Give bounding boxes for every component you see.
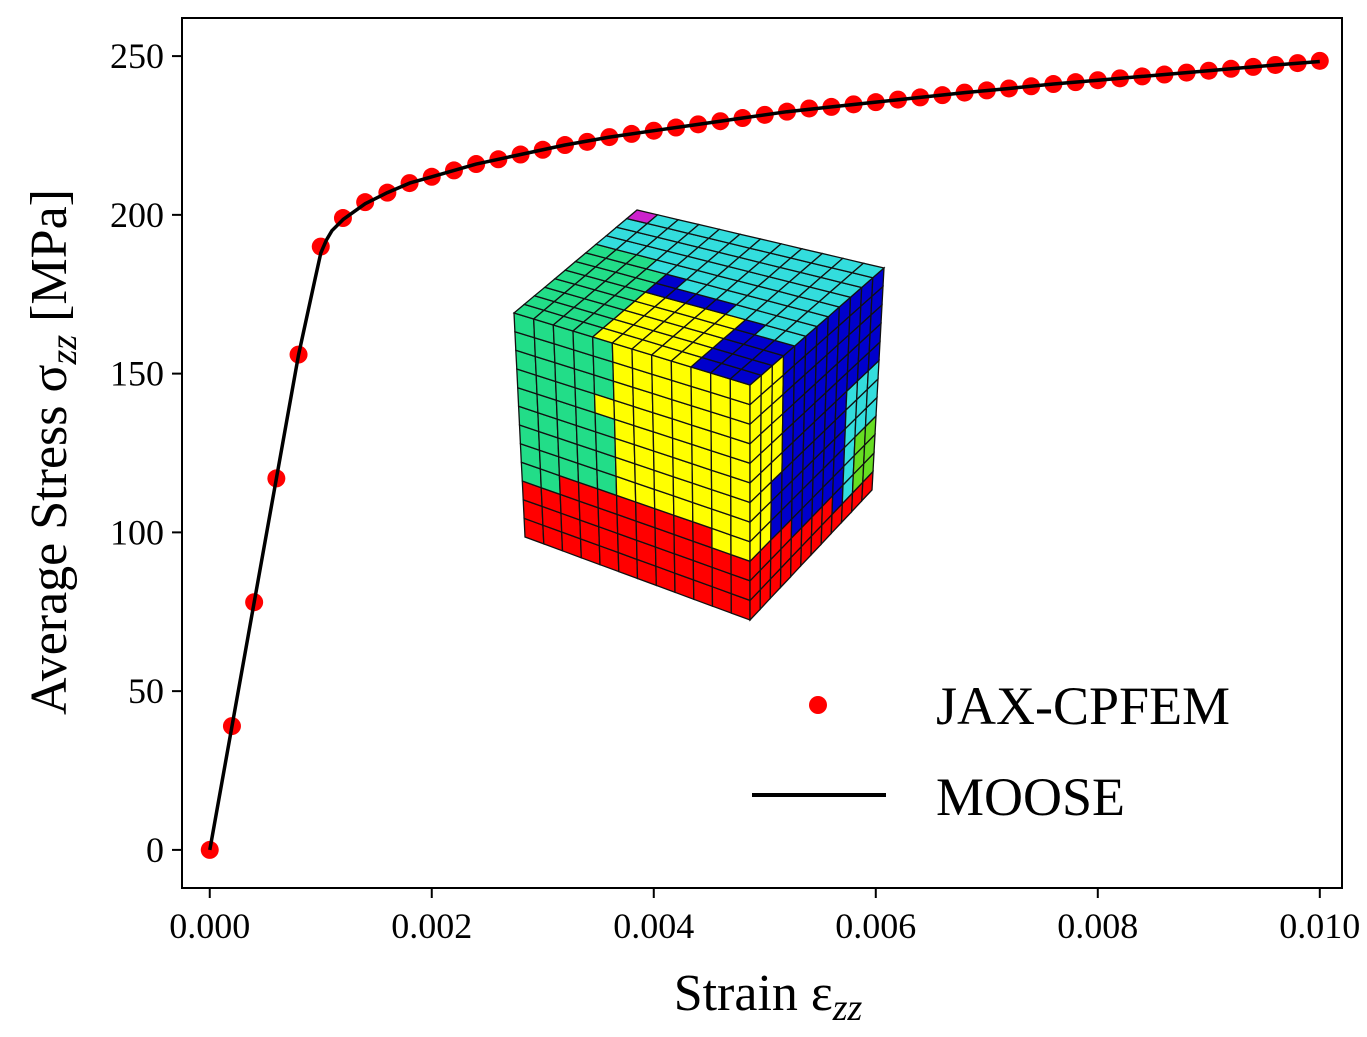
legend-marker-jax-cpfem [809, 696, 827, 714]
x-axis-label-main: Strain ε [674, 965, 833, 1022]
x-tick-label: 0.004 [613, 906, 694, 946]
y-axis-label: Average Stress σzz [MPa] [21, 189, 85, 715]
series-layer [200, 51, 1329, 859]
series-line-moose [208, 59, 1320, 851]
legend: JAX-CPFEM MOOSE [752, 676, 1230, 827]
x-axis-label: Strain εzz [674, 965, 863, 1029]
x-axis: 0.000 0.002 0.004 0.006 0.008 0.010 [169, 888, 1360, 946]
y-tick-label: 50 [128, 671, 164, 711]
cube-right-face [749, 266, 885, 622]
legend-label-moose: MOOSE [936, 767, 1125, 827]
x-tick-label: 0.000 [169, 906, 250, 946]
y-tick-label: 250 [110, 36, 164, 76]
x-tick-label: 0.010 [1279, 906, 1360, 946]
cube-top-face [512, 209, 886, 386]
y-tick-label: 0 [146, 830, 164, 870]
y-tick-label: 200 [110, 195, 164, 235]
x-tick-label: 0.008 [1057, 906, 1138, 946]
data-point-jax-cpfem [1310, 51, 1329, 70]
data-point-jax-cpfem [200, 840, 219, 859]
y-axis: 0 50 100 150 200 250 [110, 36, 182, 870]
x-tick-label: 0.006 [835, 906, 916, 946]
y-tick-label: 100 [110, 512, 164, 552]
voxel-cell [850, 262, 886, 279]
voxel-cube-inset [512, 209, 886, 622]
x-tick-label: 0.002 [391, 906, 472, 946]
y-tick-label: 150 [110, 354, 164, 394]
cube-front-face [513, 312, 751, 621]
plot-frame [181, 17, 1343, 889]
y-axis-label-main: Average Stress σ [21, 364, 78, 715]
x-axis-label-sub: zz [832, 987, 863, 1029]
legend-label-jax-cpfem: JAX-CPFEM [936, 676, 1230, 736]
y-axis-label-sub: zz [43, 335, 85, 366]
y-axis-label-unit: [MPa] [21, 189, 78, 335]
